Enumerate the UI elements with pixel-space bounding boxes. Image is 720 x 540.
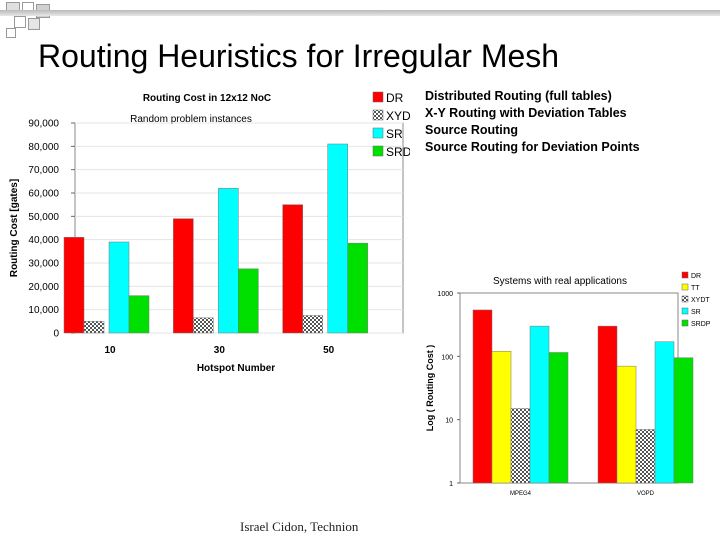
chart1-ytick-label: 80,000: [28, 142, 59, 153]
chart1-bar-dr-50: [282, 204, 303, 334]
chart2-ylabel: Log ( Routing Cost ): [425, 345, 435, 431]
chart2-bar-sr-mpeg4: [529, 325, 550, 484]
chart1-legend-label-xydt: XYDT: [386, 109, 410, 123]
chart1-ylabel: Routing Cost [gates]: [9, 179, 20, 277]
chart1-ytick-label: 10,000: [28, 305, 59, 316]
chart2-legend-label-srdp: SRDP: [691, 321, 711, 328]
title-divider: [0, 10, 720, 16]
chart1-legend-swatch-sr: [372, 127, 384, 139]
chart1-legend-label-srdp: SRDP: [386, 145, 410, 159]
chart2-legend-swatch-srdp: [681, 319, 689, 327]
chart1-ytick-label: 90,000: [28, 119, 59, 130]
legend-desc-dr: Distributed Routing (full tables): [425, 89, 612, 103]
chart2-xtick-label: MPEG4: [510, 491, 532, 497]
chart1-ytick-label: 50,000: [28, 212, 59, 223]
chart1-ytick-label: 20,000: [28, 282, 59, 293]
chart1-legend-swatch-srdp: [372, 145, 384, 157]
chart2-title: Systems with real applications: [493, 276, 627, 287]
chart1-bar-srdp-50: [347, 242, 368, 334]
real-applications-chart: Systems with real applications Log ( Rou…: [425, 271, 711, 497]
chart1-legend-swatch-dr: [372, 91, 384, 103]
chart2-ytick-label: 100: [441, 354, 453, 361]
chart1-title: Routing Cost in 12x12 NoC: [143, 93, 271, 104]
chart1-bar-dr-10: [63, 237, 85, 334]
chart1-bar-sr-10: [108, 241, 130, 334]
chart2-bar-xydt-vopd: [635, 429, 656, 484]
chart2-bar-sr-vopd: [654, 341, 675, 484]
chart2-bar-tt-mpeg4: [491, 351, 512, 484]
chart2-legend-swatch-xydt: [681, 295, 689, 303]
legend-desc-sr: Source Routing: [425, 123, 519, 137]
corner-decoration: [0, 0, 60, 40]
chart2-legend-swatch-tt: [681, 283, 689, 291]
legend-desc-xydt: X-Y Routing with Deviation Tables: [425, 106, 627, 120]
chart1-bar-srdp-30: [238, 268, 259, 334]
chart2-ytick-label: 1000: [437, 291, 453, 298]
chart2-legend-label-xydt: XYDT: [691, 297, 710, 304]
chart2-xtick-label: VOPD: [637, 491, 655, 497]
chart1-ytick-label: 70,000: [28, 165, 59, 176]
chart2-legend-swatch-sr: [681, 307, 689, 315]
chart2-legend-label-dr: DR: [691, 273, 701, 280]
chart1-legend-label-sr: SR: [386, 127, 403, 141]
chart1-xtick-label: 50: [323, 345, 335, 356]
legend-descriptions: Distributed Routing (full tables) X-Y Ro…: [425, 88, 640, 156]
chart1-bar-xydt-30: [193, 317, 214, 334]
chart2-ytick-label: 1: [449, 481, 453, 488]
chart1-bar-sr-50: [327, 143, 348, 334]
chart1-ytick-label: 30,000: [28, 259, 59, 270]
chart2-bar-srdp-mpeg4: [548, 352, 569, 484]
routing-cost-chart: Routing Cost in 12x12 NoC Random problem…: [9, 91, 410, 374]
chart2-bar-xydt-mpeg4: [510, 408, 531, 484]
chart1-bar-sr-30: [218, 188, 239, 334]
chart1-bar-xydt-10: [83, 321, 105, 334]
chart1-ytick-label: 0: [53, 329, 59, 340]
chart1-xlabel: Hotspot Number: [197, 363, 275, 374]
chart2-bar-tt-vopd: [616, 365, 637, 484]
chart2-bar-dr-mpeg4: [472, 309, 493, 484]
chart1-xtick-label: 30: [214, 345, 226, 356]
chart1-ytick-label: 60,000: [28, 189, 59, 200]
chart2-legend-swatch-dr: [681, 271, 689, 279]
chart2-ytick-label: 10: [445, 418, 453, 425]
legend-desc-srdp: Source Routing for Deviation Points: [425, 140, 640, 154]
chart2-legend-label-tt: TT: [691, 285, 700, 292]
chart2-legend-label-sr: SR: [691, 309, 701, 316]
chart1-bar-dr-30: [173, 218, 194, 334]
chart1-xtick-label: 10: [104, 345, 116, 356]
chart2-bar-dr-vopd: [597, 325, 618, 484]
chart1-bar-xydt-50: [302, 315, 323, 334]
chart1-legend-label-dr: DR: [386, 91, 404, 105]
footer-credit: Israel Cidon, Technion: [240, 519, 359, 534]
chart2-bar-srdp-vopd: [673, 357, 694, 484]
slide-title: Routing Heuristics for Irregular Mesh: [38, 38, 560, 74]
chart1-legend-swatch-xydt: [372, 109, 384, 121]
chart1-bar-srdp-10: [128, 295, 150, 334]
chart1-subtitle: Random problem instances: [130, 114, 252, 125]
chart1-ytick-label: 40,000: [28, 235, 59, 246]
